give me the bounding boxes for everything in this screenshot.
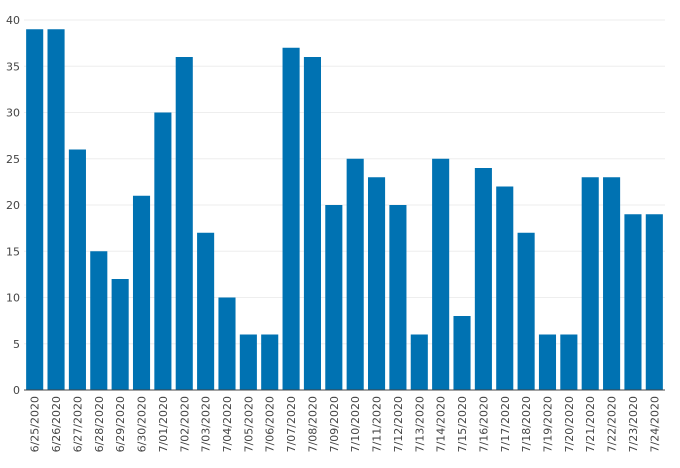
bar bbox=[368, 177, 386, 390]
bar bbox=[410, 334, 428, 390]
bar bbox=[132, 195, 151, 390]
x-tick-label: 6/27/2020 bbox=[71, 396, 84, 452]
y-tick-label: 15 bbox=[6, 245, 20, 258]
x-tick-label: 7/22/2020 bbox=[606, 396, 619, 452]
bar bbox=[496, 186, 514, 390]
x-tick-label: 7/20/2020 bbox=[563, 396, 576, 452]
bar bbox=[26, 29, 44, 390]
x-tick-label: 7/02/2020 bbox=[178, 396, 191, 452]
x-tick-label: 7/24/2020 bbox=[648, 396, 661, 452]
bar bbox=[645, 214, 663, 390]
x-tick-label: 7/17/2020 bbox=[499, 396, 512, 452]
y-tick-label: 35 bbox=[6, 60, 20, 73]
y-tick-labels: 0 5 10 15 20 25 30 35 40 bbox=[6, 14, 20, 397]
x-tick-label: 7/15/2020 bbox=[456, 396, 469, 452]
y-tick-label: 0 bbox=[13, 384, 20, 397]
x-tick-label: 7/09/2020 bbox=[328, 396, 341, 452]
x-tick-label: 7/06/2020 bbox=[264, 396, 277, 452]
x-tick-label: 6/26/2020 bbox=[50, 396, 63, 452]
y-tick-label: 40 bbox=[6, 14, 20, 27]
bar bbox=[346, 158, 364, 390]
bar bbox=[90, 251, 108, 390]
x-tick-label: 7/13/2020 bbox=[413, 396, 426, 452]
x-tick-label: 7/21/2020 bbox=[584, 396, 597, 452]
y-tick-label: 25 bbox=[6, 153, 20, 166]
x-tick-label: 7/05/2020 bbox=[242, 396, 255, 452]
x-tick-label: 6/29/2020 bbox=[114, 396, 127, 452]
bar bbox=[239, 334, 257, 390]
bar bbox=[538, 334, 557, 390]
bar bbox=[111, 279, 129, 390]
x-tick-label: 6/30/2020 bbox=[136, 396, 149, 452]
bar bbox=[603, 177, 621, 390]
x-tick-label: 7/11/2020 bbox=[371, 396, 384, 452]
x-tick-label: 7/04/2020 bbox=[221, 396, 234, 452]
y-tick-label: 30 bbox=[6, 107, 20, 120]
y-tick-label: 5 bbox=[13, 338, 20, 351]
x-tick-label: 7/19/2020 bbox=[541, 396, 554, 452]
y-tick-label: 10 bbox=[6, 292, 20, 305]
bar bbox=[261, 334, 279, 390]
bar bbox=[517, 232, 535, 390]
x-tick-labels: 6/25/2020 6/26/2020 6/27/2020 6/28/2020 6/29… bbox=[29, 396, 662, 452]
x-tick-label: 7/23/2020 bbox=[627, 396, 640, 452]
bar bbox=[154, 112, 172, 390]
y-tick-label: 20 bbox=[6, 199, 20, 212]
x-tick-label: 7/07/2020 bbox=[285, 396, 298, 452]
x-tick-label: 7/08/2020 bbox=[306, 396, 319, 452]
bar bbox=[175, 57, 193, 390]
bar bbox=[218, 297, 236, 390]
bar bbox=[389, 205, 407, 390]
bar bbox=[453, 316, 471, 390]
bar bbox=[432, 158, 450, 390]
x-tick-label: 6/28/2020 bbox=[93, 396, 106, 452]
x-tick-label: 7/14/2020 bbox=[435, 396, 448, 452]
bar bbox=[282, 47, 300, 390]
bar bbox=[303, 57, 321, 390]
x-tick-label: 7/03/2020 bbox=[200, 396, 213, 452]
bar bbox=[624, 214, 642, 390]
bar bbox=[560, 334, 578, 390]
bar bbox=[68, 149, 86, 390]
bar bbox=[197, 232, 215, 390]
x-tick-label: 7/16/2020 bbox=[477, 396, 490, 452]
x-tick-label: 7/10/2020 bbox=[349, 396, 362, 452]
bar bbox=[474, 168, 492, 390]
x-tick-label: 6/25/2020 bbox=[29, 396, 42, 452]
bar bbox=[325, 205, 343, 390]
bar bbox=[47, 29, 65, 390]
x-tick-label: 7/01/2020 bbox=[157, 396, 170, 452]
bar bbox=[581, 177, 599, 390]
x-tick-label: 7/18/2020 bbox=[520, 396, 533, 452]
bars bbox=[26, 29, 663, 390]
gridlines bbox=[24, 19, 665, 345]
x-tick-label: 7/12/2020 bbox=[392, 396, 405, 452]
